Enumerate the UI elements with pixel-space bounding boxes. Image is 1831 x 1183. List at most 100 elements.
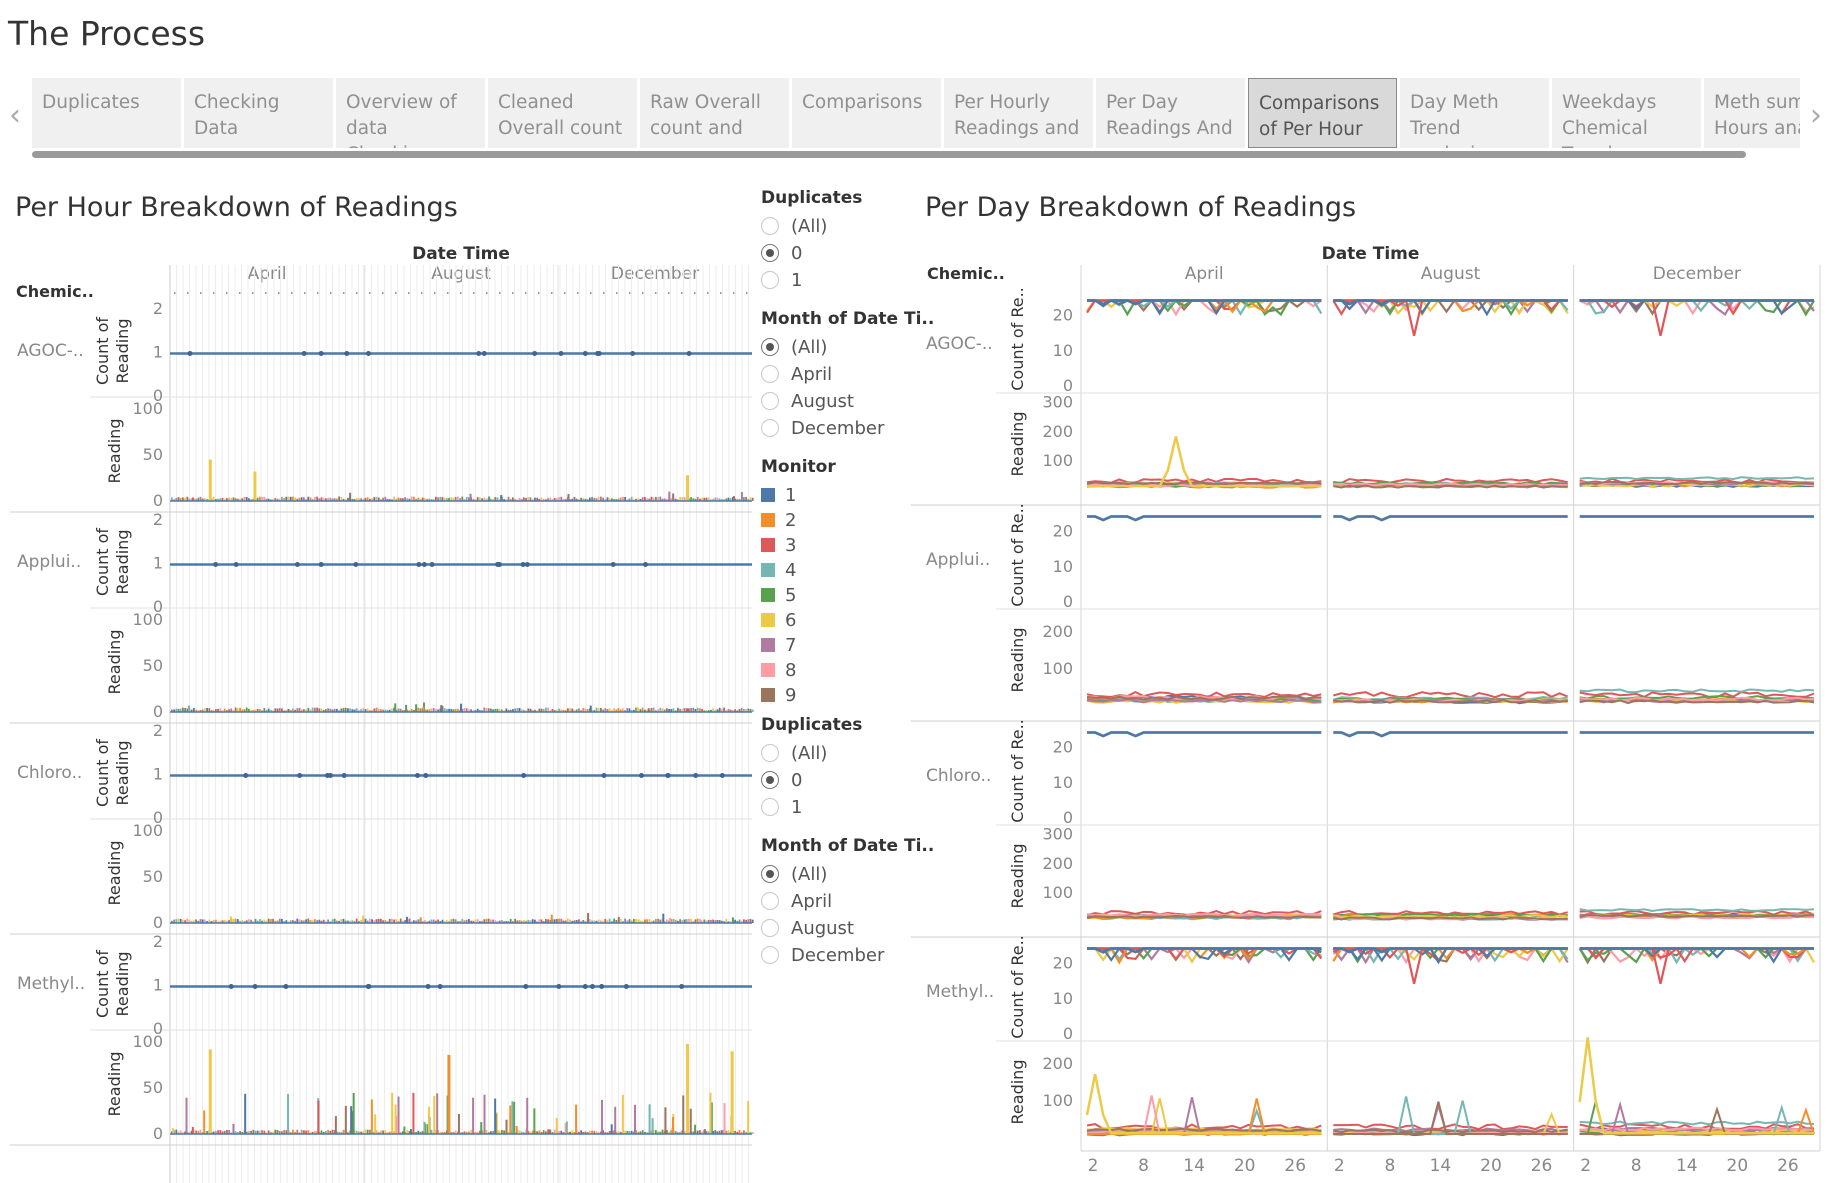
radio-button[interactable] <box>761 338 779 356</box>
reading-bar <box>567 1131 569 1134</box>
reading-bar <box>536 497 538 501</box>
monitor-legend-item[interactable]: 6 <box>761 609 796 631</box>
reading-bar <box>545 1131 547 1134</box>
reading-bar <box>415 499 417 501</box>
reading-bar <box>226 498 228 501</box>
day-tick-label: 20 <box>1480 1156 1502 1176</box>
duplicates-filter-option[interactable]: 0 <box>761 242 802 264</box>
day-tick-label: 26 <box>1531 1156 1553 1176</box>
tab-4[interactable]: Raw Overall count and <box>640 78 789 148</box>
reading-bar <box>261 710 263 712</box>
reading-bar <box>193 1129 195 1134</box>
tab-1[interactable]: Checking Data <box>184 78 333 148</box>
radio-button[interactable] <box>761 271 779 289</box>
radio-button[interactable] <box>761 365 779 383</box>
reading-bar <box>437 919 439 923</box>
monitor-legend-item[interactable]: 2 <box>761 509 796 531</box>
duplicates-filter-2-option[interactable]: (All) <box>761 742 827 764</box>
count-series-line <box>1333 515 1568 522</box>
reading-bar <box>259 709 261 712</box>
monitor-legend-item[interactable]: 8 <box>761 659 796 681</box>
reading-bar <box>507 709 510 712</box>
monitor-legend-item[interactable]: 7 <box>761 634 796 656</box>
reading-bar <box>259 919 261 923</box>
duplicates-filter-2-option[interactable]: 0 <box>761 769 802 791</box>
reading-bar <box>562 498 565 501</box>
tab-3[interactable]: Cleaned Overall count <box>488 78 637 148</box>
reading-bar <box>740 921 743 923</box>
radio-button[interactable] <box>761 771 779 789</box>
month-filter-option[interactable]: (All) <box>761 336 827 358</box>
reading-bar <box>329 921 332 923</box>
reading-bar <box>604 498 607 501</box>
month-filter-2-option[interactable]: April <box>761 890 832 912</box>
tab-7[interactable]: Per Day Readings And <box>1096 78 1245 148</box>
duplicates-filter-option[interactable]: 1 <box>761 269 802 291</box>
filter-legend-panel: Duplicates (All) 0 1 Month of Date Ti.. (All)… <box>761 188 934 988</box>
reading-bar <box>428 920 431 923</box>
reading-bar <box>699 498 701 501</box>
monitor-legend-item[interactable]: 4 <box>761 559 796 581</box>
radio-button[interactable] <box>761 919 779 937</box>
reading-bar <box>718 707 721 712</box>
tab-11[interactable]: Meth sum Hours ana <box>1704 78 1800 148</box>
count-series-line <box>1333 947 1568 954</box>
chevron-right-icon[interactable]: › <box>1810 98 1822 133</box>
month-filter-option[interactable]: December <box>761 417 884 439</box>
reading-bar <box>415 1132 417 1134</box>
monitor-legend-item[interactable]: 9 <box>761 684 796 706</box>
radio-button[interactable] <box>761 798 779 816</box>
radio-button[interactable] <box>761 946 779 964</box>
reading-bar <box>439 496 442 501</box>
reading-bar <box>362 708 365 712</box>
reading-bar <box>278 707 281 712</box>
reading-bar <box>252 1129 255 1134</box>
reading-bar <box>707 497 710 501</box>
tab-9[interactable]: Day Meth Trend analysis <box>1400 78 1549 148</box>
reading-bar <box>480 1122 483 1134</box>
axis-tick-label: 2 <box>153 932 163 951</box>
reading-bar <box>571 708 574 712</box>
monitor-legend-item[interactable]: 5 <box>761 584 796 606</box>
reading-bar <box>747 1100 750 1134</box>
tab-2[interactable]: Overview of data Checking <box>336 78 485 148</box>
reading-bar <box>237 708 239 712</box>
monitor-legend-item[interactable]: 3 <box>761 534 796 556</box>
radio-button[interactable] <box>761 419 779 437</box>
month-filter-option[interactable]: April <box>761 363 832 385</box>
month-filter-option[interactable]: August <box>761 390 854 412</box>
hour-tick <box>408 292 410 294</box>
month-filter-2-option[interactable]: (All) <box>761 863 827 885</box>
radio-button[interactable] <box>761 392 779 410</box>
reading-bar <box>317 1100 320 1134</box>
monitor-label: 2 <box>785 509 797 531</box>
month-filter-2-option[interactable]: December <box>761 944 884 966</box>
tab-8[interactable]: Comparisons of Per Hour <box>1248 78 1397 148</box>
radio-button[interactable] <box>761 865 779 883</box>
reading-bar <box>670 709 673 712</box>
radio-button[interactable] <box>761 244 779 262</box>
reading-bar <box>404 710 406 712</box>
tab-0[interactable]: Duplicates <box>32 78 181 148</box>
monitor-legend-item[interactable]: 1 <box>761 484 796 506</box>
reading-bar <box>639 498 642 501</box>
duplicates-filter-option[interactable]: (All) <box>761 215 827 237</box>
radio-button[interactable] <box>761 217 779 235</box>
chevron-left-icon[interactable]: ‹ <box>9 98 21 133</box>
tab-scrollbar[interactable] <box>32 151 1746 158</box>
row-header-chemical: Chemic.. <box>16 282 94 301</box>
radio-button[interactable] <box>761 744 779 762</box>
duplicates-filter-2-option[interactable]: 1 <box>761 796 802 818</box>
tab-10[interactable]: Weekdays Chemical Trend <box>1552 78 1701 148</box>
reading-bar <box>614 1106 617 1134</box>
hour-tick <box>395 292 397 294</box>
radio-button[interactable] <box>761 892 779 910</box>
reading-bar <box>303 709 305 712</box>
reading-bar <box>540 1131 543 1134</box>
reading-peak-bar <box>447 1054 451 1134</box>
reading-bar <box>406 1130 409 1134</box>
reading-bar <box>274 708 277 712</box>
tab-6[interactable]: Per Hourly Readings and <box>944 78 1093 148</box>
tab-5[interactable]: Comparisons <box>792 78 941 148</box>
month-filter-2-option[interactable]: August <box>761 917 854 939</box>
